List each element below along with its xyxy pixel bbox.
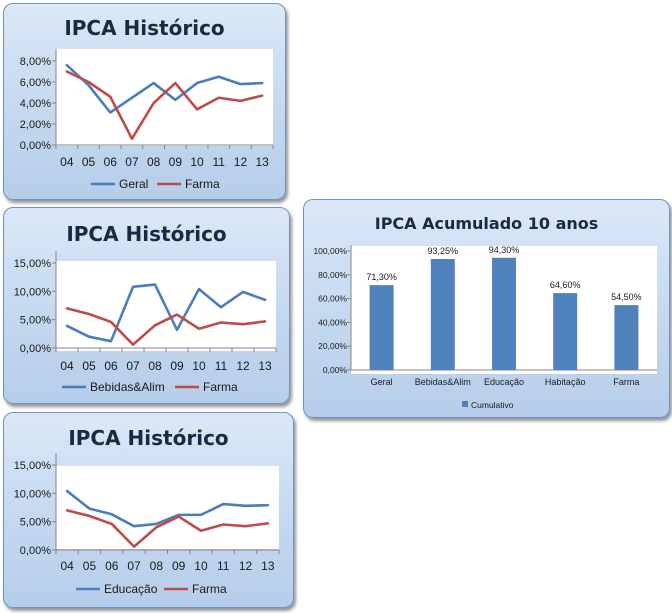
bar — [430, 259, 455, 370]
x-tick-label: 09 — [169, 155, 183, 169]
y-tick-label: 6,00% — [20, 77, 51, 89]
x-tick-label: 07 — [127, 559, 141, 573]
y-tick-label: 0,00% — [20, 545, 51, 557]
data-label: 54,50% — [611, 292, 642, 302]
x-tick-label: 13 — [258, 359, 272, 373]
x-tick-label: 06 — [105, 559, 119, 573]
line-chart-geral: 0,00% 2,00% 4,00% 6,00% 8,00% 04 05 06 07 08 09 10 1… — [20, 49, 274, 191]
x-tick-label: Geral — [371, 377, 393, 387]
legend-label: Farma — [203, 380, 238, 394]
legend-label: Educação — [104, 582, 158, 596]
series-line-farma — [65, 509, 270, 548]
y-tick-label: 60,00% — [318, 294, 347, 304]
plot-area — [56, 466, 279, 549]
x-tick-label: 11 — [213, 155, 226, 169]
x-tick-label: 05 — [82, 359, 96, 373]
x-tick-label: 12 — [236, 359, 250, 373]
bar — [553, 293, 578, 370]
legend-label: Farma — [192, 582, 227, 596]
y-tick-label: 2,00% — [20, 119, 51, 131]
chart-panel-acumulado: IPCA Acumulado 10 anos 0,00% 20,00% 40,00%… — [303, 199, 670, 418]
plot-area — [56, 49, 273, 146]
y-tick-label: 10,00% — [14, 488, 52, 500]
y-tick-label: 5,00% — [20, 315, 51, 327]
x-tick-label: 04 — [60, 559, 74, 573]
x-tick-label: 10 — [192, 359, 206, 373]
y-tick-label: 4,00% — [20, 98, 51, 110]
x-tick-label: 13 — [255, 155, 269, 169]
x-tick-label: 10 — [190, 155, 204, 169]
x-tick-label: 04 — [60, 359, 74, 373]
chart-title: IPCA Histórico — [66, 222, 227, 246]
x-tick-label: 12 — [239, 559, 253, 573]
bar-chart-acumulado: 0,00% 20,00% 40,00% 60,00% 80,00% 100,00% 71,3… — [313, 245, 657, 410]
x-tick-label: 05 — [82, 155, 96, 169]
x-tick-label: Habitação — [545, 377, 586, 387]
data-label: 93,25% — [428, 246, 459, 256]
series-line-geral — [65, 63, 264, 114]
x-tick-label: Farma — [613, 377, 639, 387]
chart-panel-bebidas: IPCA Histórico 0,00% 5,00% 10,00% 15,00% 04 0… — [3, 207, 290, 404]
bar — [492, 257, 516, 370]
y-tick-label: 20,00% — [318, 341, 347, 351]
x-tick-label: 09 — [170, 359, 184, 373]
data-label: 64,60% — [550, 280, 581, 290]
y-tick-label: 0,00% — [323, 365, 348, 375]
y-tick-label: 5,00% — [20, 517, 51, 529]
line-chart-educacao: 0,00% 5,00% 10,00% 15,00% 04 05 06 07 08 09 10 11 12… — [14, 453, 280, 596]
x-tick-label: 05 — [83, 559, 97, 573]
chart-title: IPCA Acumulado 10 anos — [374, 214, 599, 233]
legend-label: Geral — [119, 177, 148, 191]
data-label: 71,30% — [366, 272, 397, 282]
x-tick-label: 12 — [234, 155, 248, 169]
x-tick-label: 11 — [215, 359, 228, 373]
x-tick-label: 08 — [150, 559, 164, 573]
x-tick-label: 13 — [261, 559, 275, 573]
legend-label: Bebidas&Alim — [90, 380, 165, 394]
x-tick-label: 04 — [60, 155, 74, 169]
y-tick-label: 80,00% — [318, 270, 347, 280]
chart-title: IPCA Histórico — [68, 426, 229, 450]
y-tick-label: 0,00% — [20, 140, 51, 152]
bar — [614, 305, 639, 370]
chart-panel-geral: IPCA Histórico 0,00% 2,00% 4,00% 6,00% 8,00%… — [3, 3, 286, 200]
x-tick-label: 06 — [104, 359, 118, 373]
chart-title: IPCA Histórico — [64, 16, 225, 40]
x-tick-label: 10 — [194, 559, 208, 573]
series-line-farma — [65, 307, 267, 346]
x-tick-label: 08 — [147, 155, 161, 169]
bar — [369, 285, 394, 370]
y-tick-label: 100,00% — [313, 246, 347, 256]
y-tick-label: 10,00% — [14, 286, 52, 298]
y-tick-label: 40,00% — [318, 317, 347, 327]
series-line-farma — [65, 70, 264, 140]
series-line-educa-o — [65, 489, 270, 528]
y-tick-label: 15,00% — [14, 460, 52, 472]
y-tick-label: 0,00% — [20, 343, 51, 355]
x-tick-label: 11 — [217, 559, 230, 573]
y-tick-label: 15,00% — [14, 258, 52, 270]
line-chart-bebidas: 0,00% 5,00% 10,00% 15,00% 04 05 06 07 08 09 10 11 12… — [14, 251, 277, 394]
legend-label: Cumulativo — [471, 400, 514, 410]
x-tick-label: 07 — [125, 155, 139, 169]
x-tick-label: 06 — [104, 155, 118, 169]
legend-label: Farma — [185, 177, 220, 191]
x-tick-label: 08 — [148, 359, 162, 373]
chart-panel-educacao: IPCA Histórico 0,00% 5,00% 10,00% 15,00% 04 0… — [3, 412, 294, 608]
x-tick-label: 09 — [172, 559, 186, 573]
legend-swatch — [462, 401, 468, 407]
y-tick-label: 8,00% — [20, 56, 51, 68]
data-label: 94,30% — [489, 245, 520, 255]
x-tick-label: 07 — [126, 359, 140, 373]
series-line-bebidas-alim — [65, 283, 267, 343]
x-tick-label: Bebidas&Alim — [415, 377, 471, 387]
x-tick-label: Educação — [484, 377, 524, 387]
